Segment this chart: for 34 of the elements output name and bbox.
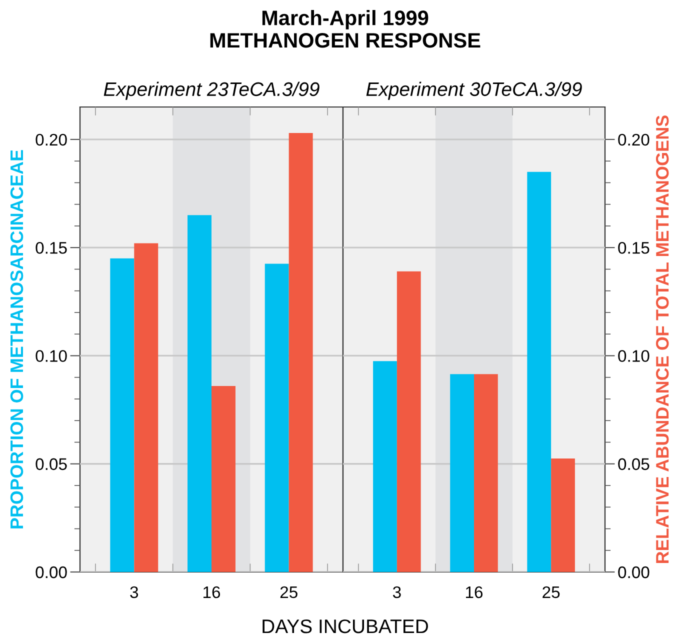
x-axis-title: DAYS INCUBATED (262, 619, 428, 634)
x-tick-label: 3 (130, 586, 138, 598)
chart-title: March-April 1999 METHANOGEN RESPONSE (210, 10, 480, 48)
x-tick-label: 3 (392, 586, 401, 598)
bar (288, 132, 313, 572)
y-tick-label: 0.20 (36, 134, 67, 146)
bar (134, 243, 158, 572)
bar (373, 361, 397, 572)
y-tick-label: 0.10 (36, 350, 67, 362)
y-axis-title: PROPORTION OF METHANOSARCINACEAE (10, 150, 24, 528)
chart-subtitle: Experiment 30TeCA.3/99 (366, 82, 582, 100)
y2-tick-label: 0.20 (618, 134, 650, 146)
x-tick-label: 25 (280, 586, 298, 598)
x-tick-label: 16 (466, 586, 483, 598)
y2-axis-title: RELATIVE ABUNDANCE OF TOTAL METHANOGENS (656, 115, 669, 563)
y-tick-label: 0.15 (36, 242, 67, 254)
y2-tick-label: 0.10 (618, 350, 650, 362)
x-tick-label: 25 (542, 586, 560, 598)
text: 0.00 (36, 566, 67, 578)
bar (474, 374, 498, 572)
bar (450, 374, 474, 572)
x-tick-label: 16 (204, 586, 220, 598)
chart-subtitle: Experiment 23TeCA.3/99 (104, 82, 320, 100)
bar (188, 215, 212, 572)
y2-tick-label: 0.15 (618, 242, 650, 254)
bar (396, 271, 421, 572)
bar (212, 386, 236, 572)
y-tick-label: 0.05 (36, 458, 67, 470)
bar (551, 458, 575, 572)
text: 0.00 (618, 566, 650, 578)
y2-tick-label: 0.05 (618, 458, 650, 470)
bar (527, 172, 552, 572)
bar (110, 258, 134, 572)
bar (264, 264, 289, 572)
